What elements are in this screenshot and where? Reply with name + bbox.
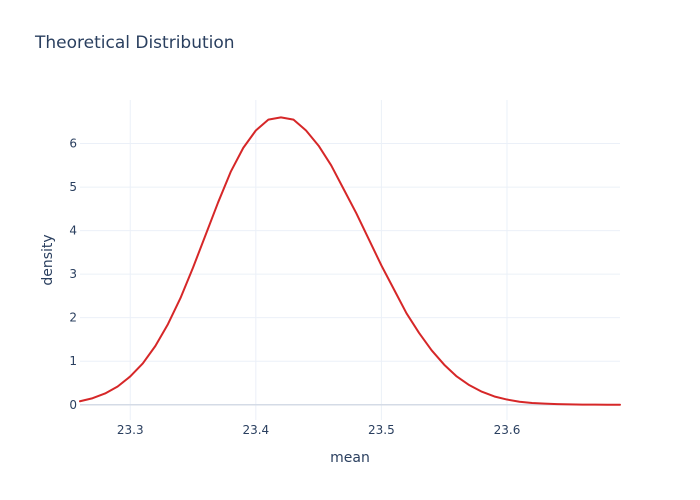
- x-tick-label: 23.6: [494, 423, 521, 437]
- chart-title: Theoretical Distribution: [35, 33, 235, 53]
- y-tick-label: 5: [69, 180, 77, 194]
- y-tick-label: 0: [69, 398, 77, 412]
- grid-layer: [80, 100, 620, 420]
- x-tick-label: 23.5: [368, 423, 395, 437]
- x-tick-label: 23.3: [117, 423, 144, 437]
- y-axis-title: density: [40, 234, 56, 285]
- x-tick-label: 23.4: [242, 423, 269, 437]
- axis-layer: 23.3 23.4 23.5 23.6 0 1 2 3 4 5 6: [69, 137, 520, 437]
- y-tick-label: 4: [69, 224, 77, 238]
- density-line: [79, 116, 621, 406]
- series-layer: [79, 116, 621, 406]
- y-tick-label: 2: [69, 311, 77, 325]
- y-tick-label: 1: [69, 354, 77, 368]
- y-tick-label: 6: [69, 137, 77, 151]
- x-axis-title: mean: [330, 450, 370, 466]
- y-tick-label: 3: [69, 267, 77, 281]
